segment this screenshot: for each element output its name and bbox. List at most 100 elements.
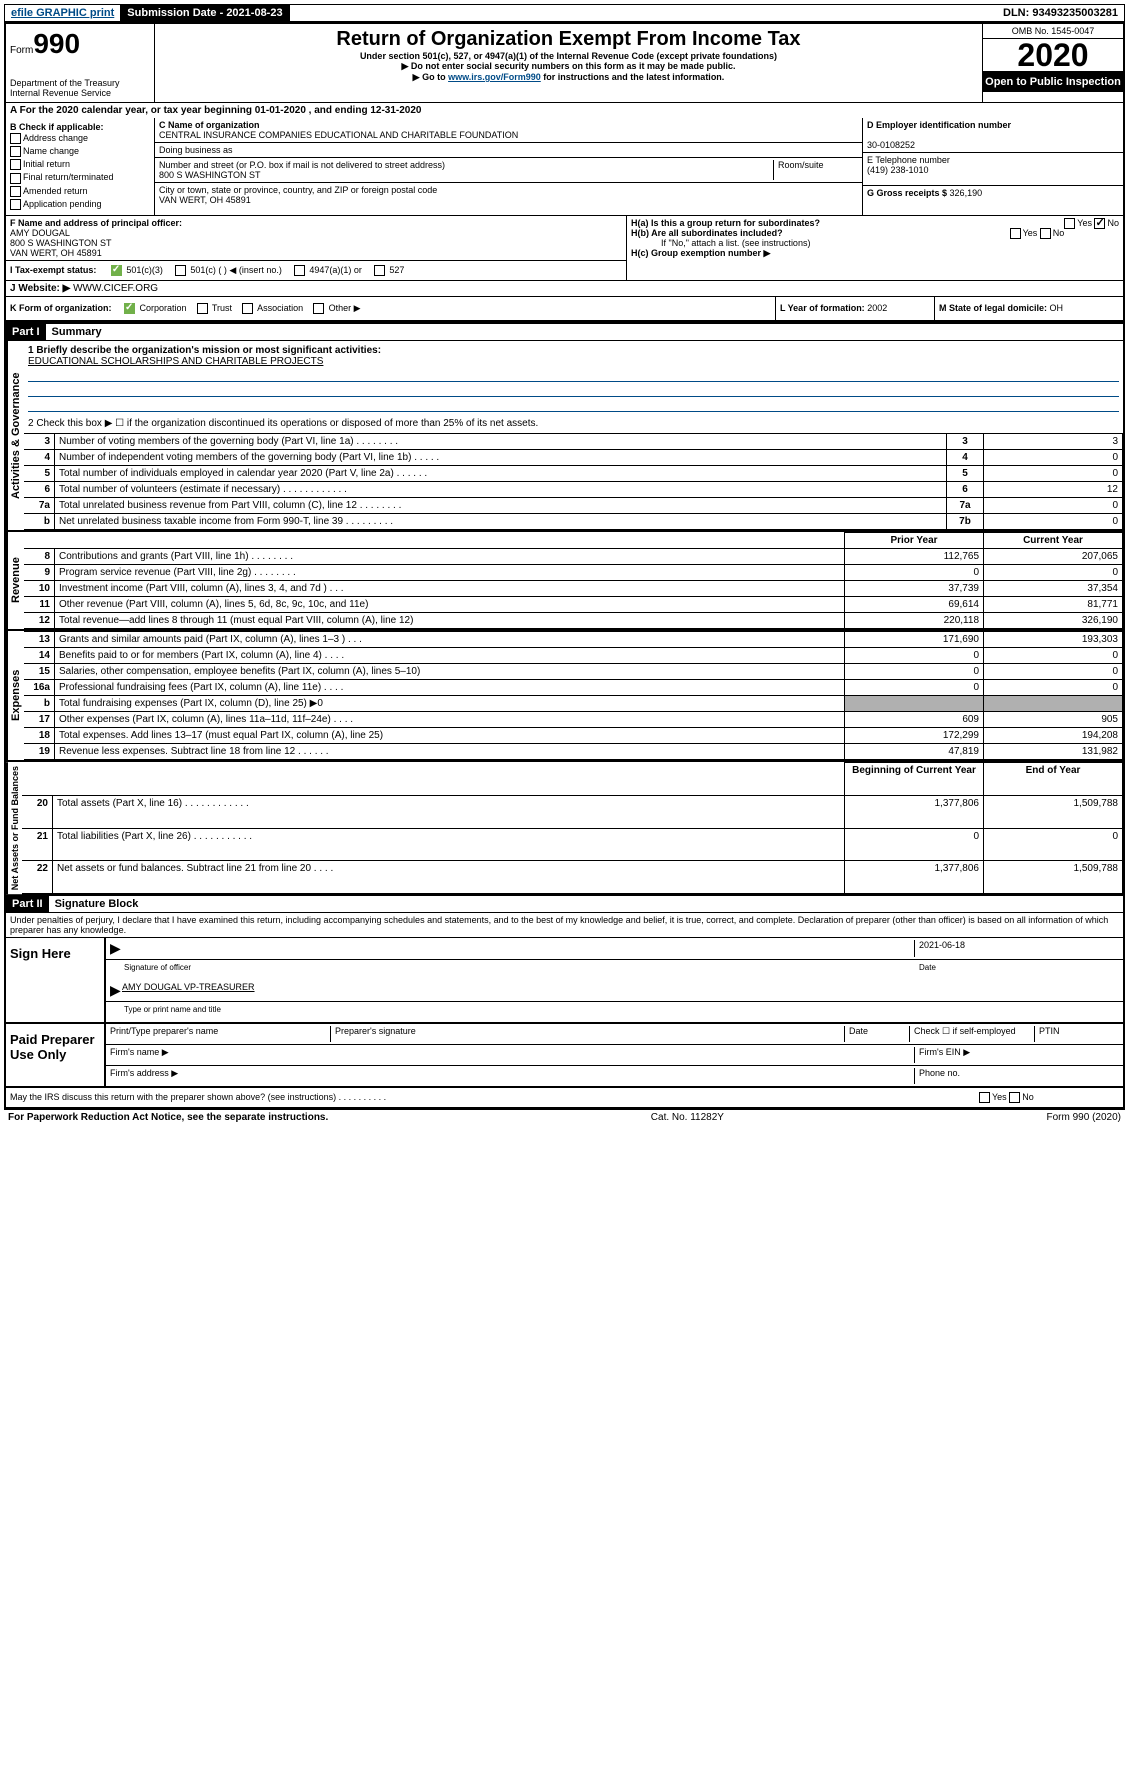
part2-header-row: Part II Signature Block bbox=[6, 896, 1123, 913]
officer-type-label: Type or print name and title bbox=[124, 1005, 221, 1014]
table-row: 18Total expenses. Add lines 13–17 (must … bbox=[24, 728, 1123, 744]
table-row: 9Program service revenue (Part VIII, lin… bbox=[24, 565, 1123, 581]
form-subtitle: Under section 501(c), 527, or 4947(a)(1)… bbox=[159, 51, 978, 61]
table-row: 13Grants and similar amounts paid (Part … bbox=[24, 632, 1123, 648]
self-employed-check[interactable]: Check ☐ if self-employed bbox=[909, 1026, 1034, 1042]
sign-here-block: Sign Here ▶ 2021-06-18 Signature of offi… bbox=[6, 938, 1123, 1024]
table-row: 15Salaries, other compensation, employee… bbox=[24, 664, 1123, 680]
tax-status-option[interactable]: 4947(a)(1) or bbox=[294, 265, 362, 275]
gross-label: G Gross receipts $ bbox=[867, 188, 950, 198]
firm-ein-label: Firm's EIN ▶ bbox=[914, 1047, 1119, 1063]
section-b-item[interactable]: Initial return bbox=[10, 158, 150, 171]
tax-status-option[interactable]: 527 bbox=[374, 265, 405, 275]
state-domicile: OH bbox=[1050, 303, 1064, 313]
revenue-section: Revenue Prior YearCurrent Year8Contribut… bbox=[6, 532, 1123, 631]
city-label: City or town, state or province, country… bbox=[159, 185, 437, 195]
section-b-item[interactable]: Address change bbox=[10, 132, 150, 145]
part2-title: Signature Block bbox=[49, 896, 145, 912]
discuss-no-checkbox[interactable] bbox=[1009, 1092, 1020, 1103]
sig-officer-label: Signature of officer bbox=[124, 963, 191, 972]
table-row: 20Total assets (Part X, line 16) . . . .… bbox=[22, 795, 1123, 828]
mission-value: EDUCATIONAL SCHOLARSHIPS AND CHARITABLE … bbox=[28, 356, 1119, 367]
part1-badge: Part I bbox=[6, 324, 46, 340]
revenue-table: Prior YearCurrent Year8Contributions and… bbox=[24, 532, 1123, 629]
netassets-table: Beginning of Current YearEnd of Year20To… bbox=[22, 762, 1123, 894]
ptin-label: PTIN bbox=[1034, 1026, 1119, 1042]
officer-addr1: 800 S WASHINGTON ST bbox=[10, 238, 112, 248]
section-b-checkboxes: B Check if applicable: Address changeNam… bbox=[6, 118, 155, 215]
irs-link[interactable]: www.irs.gov/Form990 bbox=[448, 72, 541, 82]
table-row: 14Benefits paid to or for members (Part … bbox=[24, 648, 1123, 664]
form-org-option[interactable]: Other ▶ bbox=[313, 303, 360, 313]
table-row: bTotal fundraising expenses (Part IX, co… bbox=[24, 696, 1123, 712]
expenses-table: 13Grants and similar amounts paid (Part … bbox=[24, 631, 1123, 760]
sign-here-label: Sign Here bbox=[6, 938, 106, 1022]
perjury-statement: Under penalties of perjury, I declare th… bbox=[6, 913, 1123, 938]
section-b-label: B Check if applicable: bbox=[10, 122, 150, 132]
ein-label: D Employer identification number bbox=[867, 120, 1011, 130]
discuss-yes-checkbox[interactable] bbox=[979, 1092, 990, 1103]
tax-period-row: A For the 2020 calendar year, or tax yea… bbox=[6, 103, 1123, 118]
prep-name-label: Print/Type preparer's name bbox=[110, 1026, 330, 1042]
hb-note: If "No," attach a list. (see instruction… bbox=[631, 238, 1119, 248]
hb-no-checkbox[interactable] bbox=[1040, 228, 1051, 239]
section-b-item[interactable]: Final return/terminated bbox=[10, 171, 150, 184]
sig-date-label: Date bbox=[919, 963, 936, 972]
tax-status-option[interactable]: 501(c)(3) bbox=[111, 265, 163, 275]
efile-link[interactable]: efile GRAPHIC print bbox=[5, 5, 121, 21]
table-row: 6Total number of volunteers (estimate if… bbox=[24, 482, 1123, 498]
section-i-tax-status: I Tax-exempt status: 501(c)(3) 501(c) ( … bbox=[6, 261, 626, 280]
table-row: 7aTotal unrelated business revenue from … bbox=[24, 498, 1123, 514]
addr-label: Number and street (or P.O. box if mail i… bbox=[159, 160, 445, 170]
form-id-block: Form990 Department of the Treasury Inter… bbox=[6, 24, 155, 102]
discuss-row: May the IRS discuss this return with the… bbox=[6, 1088, 1123, 1107]
gross-value: 326,190 bbox=[950, 188, 983, 198]
table-row: 16aProfessional fundraising fees (Part I… bbox=[24, 680, 1123, 696]
mission-label: 1 Briefly describe the organization's mi… bbox=[28, 345, 1119, 356]
section-d-identifiers: D Employer identification number 30-0108… bbox=[863, 118, 1123, 215]
org-name-value: CENTRAL INSURANCE COMPANIES EDUCATIONAL … bbox=[159, 130, 518, 140]
prep-date-label: Date bbox=[844, 1026, 909, 1042]
form-org-option[interactable]: Corporation bbox=[124, 303, 187, 313]
paid-preparer-block: Paid Preparer Use Only Print/Type prepar… bbox=[6, 1024, 1123, 1088]
form-org-option[interactable]: Trust bbox=[197, 303, 233, 313]
form-title: Return of Organization Exempt From Incom… bbox=[159, 28, 978, 51]
table-row: 12Total revenue—add lines 8 through 11 (… bbox=[24, 613, 1123, 629]
part2-badge: Part II bbox=[6, 896, 49, 912]
firm-name-label: Firm's name ▶ bbox=[110, 1047, 914, 1063]
ha-yes-checkbox[interactable] bbox=[1064, 218, 1075, 229]
firm-addr-label: Firm's address ▶ bbox=[110, 1068, 914, 1084]
org-name-label: C Name of organization bbox=[159, 120, 260, 130]
section-b-item[interactable]: Name change bbox=[10, 145, 150, 158]
expenses-section: Expenses 13Grants and similar amounts pa… bbox=[6, 631, 1123, 762]
officer-name: AMY DOUGAL bbox=[10, 228, 70, 238]
tax-year: 2020 bbox=[983, 39, 1123, 72]
ha-no-checkbox[interactable] bbox=[1094, 218, 1105, 229]
section-j-website: J Website: ▶ WWW.CICEF.ORG bbox=[6, 281, 1123, 297]
form-org-option[interactable]: Association bbox=[242, 303, 303, 313]
dba-label: Doing business as bbox=[159, 145, 233, 155]
section-b-item[interactable]: Application pending bbox=[10, 198, 150, 211]
identity-block: B Check if applicable: Address changeNam… bbox=[6, 118, 1123, 216]
hb-yes-checkbox[interactable] bbox=[1010, 228, 1021, 239]
table-row: 22Net assets or fund balances. Subtract … bbox=[22, 861, 1123, 894]
governance-table: 3Number of voting members of the governi… bbox=[24, 433, 1123, 530]
vlabel-netassets: Net Assets or Fund Balances bbox=[6, 762, 22, 894]
section-k-form-org: K Form of organization: Corporation Trus… bbox=[6, 297, 1123, 322]
year-formation: 2002 bbox=[867, 303, 887, 313]
part1-title: Summary bbox=[46, 324, 108, 340]
firm-phone-label: Phone no. bbox=[914, 1068, 1119, 1084]
footer-catno: Cat. No. 11282Y bbox=[651, 1112, 724, 1123]
form-title-block: Return of Organization Exempt From Incom… bbox=[155, 24, 982, 102]
ein-value: 30-0108252 bbox=[867, 140, 915, 150]
table-row: 3Number of voting members of the governi… bbox=[24, 434, 1123, 450]
officer-addr2: VAN WERT, OH 45891 bbox=[10, 248, 102, 258]
footer-paperwork: For Paperwork Reduction Act Notice, see … bbox=[8, 1112, 328, 1123]
table-row: 17Other expenses (Part IX, column (A), l… bbox=[24, 712, 1123, 728]
tax-status-option[interactable]: 501(c) ( ) ◀ (insert no.) bbox=[175, 265, 282, 275]
table-row: 4Number of independent voting members of… bbox=[24, 450, 1123, 466]
section-b-item[interactable]: Amended return bbox=[10, 185, 150, 198]
prep-sig-label: Preparer's signature bbox=[330, 1026, 844, 1042]
form-year-block: OMB No. 1545-0047 2020 Open to Public In… bbox=[982, 24, 1123, 102]
dept-label: Department of the Treasury Internal Reve… bbox=[10, 78, 150, 98]
